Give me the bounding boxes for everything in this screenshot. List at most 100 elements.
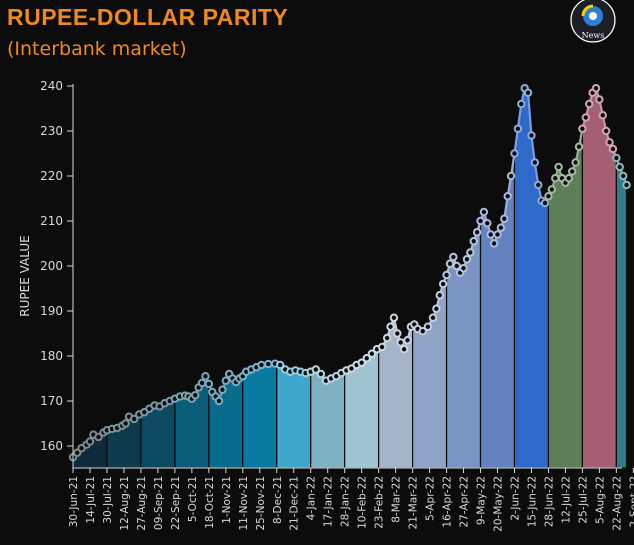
data-point-88 (452, 261, 461, 271)
data-point-109 (523, 88, 533, 97)
data-point-34 (214, 396, 224, 406)
data-point-74 (399, 345, 409, 354)
segment-band-3 (174, 374, 210, 469)
data-point-71 (389, 313, 399, 322)
data-point-134 (608, 144, 618, 154)
data-point-68 (377, 342, 387, 352)
data-point-114 (540, 198, 550, 208)
data-point-66 (367, 349, 377, 358)
data-point-131 (598, 111, 607, 120)
data-point-103 (503, 192, 512, 201)
y-tick-label: 210 (40, 214, 63, 228)
data-point-123 (571, 158, 580, 167)
segment-band-16 (615, 157, 628, 469)
data-point-135 (612, 153, 621, 163)
data-point-126 (581, 113, 590, 122)
data-point-136 (615, 162, 624, 172)
x-tick-label: 5-Aug-22 (594, 476, 606, 524)
x-tick-label: 27-Aug-21 (136, 476, 148, 531)
data-point-86 (445, 259, 455, 268)
y-tick-label: 200 (40, 259, 63, 273)
x-tick-label: 28-Jan-22 (340, 476, 352, 527)
data-point-95 (476, 216, 485, 226)
data-point-87 (449, 252, 458, 262)
data-point-30 (201, 372, 210, 381)
data-point-105 (510, 149, 519, 158)
data-point-133 (605, 138, 614, 147)
data-point-14 (129, 414, 139, 424)
x-tick-label: 2-Sept-22 (628, 476, 634, 528)
data-point-48 (275, 360, 285, 370)
x-tick-label: 4-Jan-22 (306, 476, 318, 520)
data-point-121 (564, 174, 574, 183)
x-tick-label: 28-Jun-22 (543, 476, 555, 527)
y-tick-label: 220 (40, 169, 63, 183)
data-point-29 (197, 378, 207, 388)
data-point-6 (94, 432, 103, 442)
y-tick-label: 170 (40, 394, 63, 408)
data-point-75 (403, 336, 412, 345)
x-tick-label: 11-Nov-21 (238, 476, 250, 531)
segment-bands (72, 86, 628, 469)
x-tick-label: 30-Jun-21 (68, 476, 80, 527)
x-tick-label: 25-Jul-22 (577, 476, 589, 524)
data-point-129 (591, 84, 601, 93)
y-tick-label: 180 (40, 349, 63, 363)
data-point-118 (554, 162, 563, 172)
x-tick-label: 30-Jul-21 (102, 476, 114, 524)
x-tick-label: 8-Dec-21 (272, 476, 284, 524)
data-point-102 (500, 214, 509, 223)
segment-band-13 (513, 86, 550, 469)
chart-subtitle: (Interbank market) (7, 38, 187, 60)
data-point-80 (423, 322, 433, 331)
data-point-100 (493, 230, 502, 239)
segment-band-5 (242, 363, 278, 469)
data-point-79 (418, 327, 427, 336)
x-tick-label: 14-Jul-21 (85, 476, 97, 524)
data-point-138 (622, 180, 631, 190)
y-axis-label: RUPEE VALUE (18, 235, 32, 316)
data-point-99 (489, 239, 499, 248)
chart-title: RUPEE-DOLLAR PARITY (7, 4, 289, 30)
x-tick-label: 10-Feb-22 (357, 476, 369, 529)
data-point-106 (513, 124, 523, 133)
x-tick-label: 5-Oct-21 (187, 476, 199, 522)
segment-band-12 (479, 153, 516, 469)
series-points (68, 84, 631, 462)
segment-band-6 (276, 363, 312, 469)
data-point-107 (517, 99, 526, 109)
data-point-104 (506, 171, 516, 181)
x-tick-label: 25-Nov-21 (255, 476, 267, 531)
data-point-69 (382, 333, 392, 343)
x-tick-label: 8-Mar-22 (391, 476, 403, 523)
data-point-110 (527, 131, 536, 140)
x-tick-label: 22-Sep-21 (170, 476, 182, 530)
data-point-130 (595, 95, 604, 104)
data-point-81 (428, 313, 438, 322)
data-point-83 (435, 291, 444, 300)
data-point-56 (316, 369, 326, 379)
x-tick-label: 20-May-22 (493, 476, 505, 532)
data-point-137 (618, 171, 628, 181)
data-point-55 (311, 365, 321, 374)
data-point-64 (357, 358, 366, 367)
data-point-4 (85, 437, 95, 446)
data-point-72 (393, 329, 402, 338)
y-tick-label: 160 (40, 439, 63, 453)
data-point-31 (204, 379, 214, 389)
x-tick-label: 15-Jun-22 (526, 476, 538, 527)
x-tick-label: 09-Sep-21 (153, 476, 165, 530)
data-point-124 (574, 142, 584, 151)
data-point-101 (496, 223, 506, 232)
data-point-90 (459, 264, 468, 273)
y-tick-label: 240 (40, 79, 63, 93)
data-point-94 (472, 228, 482, 237)
data-point-73 (396, 338, 405, 347)
data-point-98 (486, 230, 495, 239)
x-tick-label: 2-Jun-22 (509, 476, 521, 521)
data-point-85 (442, 270, 451, 280)
series-line-segment (530, 135, 536, 163)
data-point-115 (544, 192, 553, 201)
data-point-35 (218, 385, 227, 394)
